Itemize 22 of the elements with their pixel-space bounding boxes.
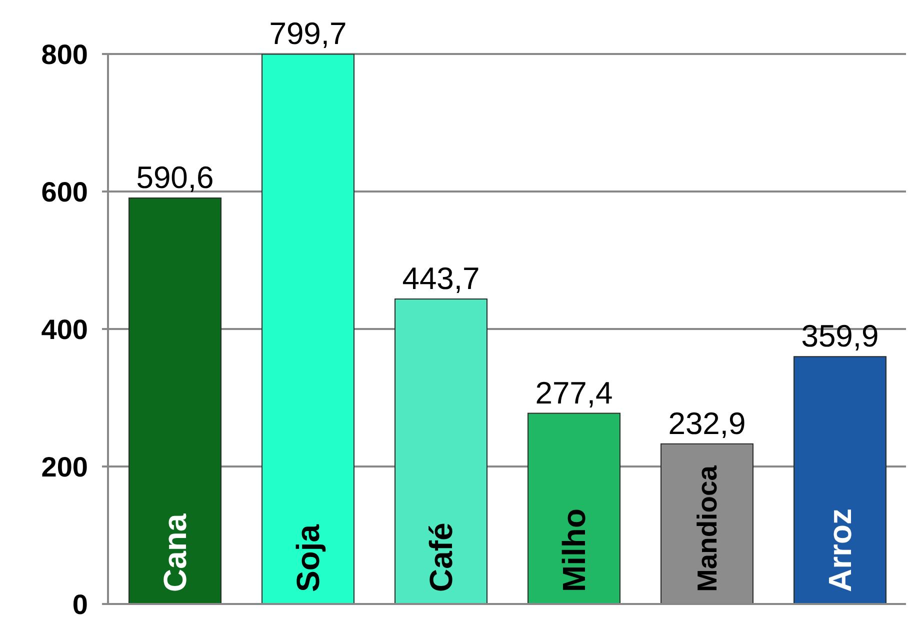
- bar: [262, 54, 354, 604]
- x-tick-label: Arroz: [822, 508, 858, 592]
- data-label: 443,7: [402, 260, 480, 296]
- y-tick-label: 600: [41, 176, 88, 208]
- bar: [794, 356, 886, 604]
- x-tick-label: Milho: [556, 508, 592, 592]
- y-tick-label: 200: [41, 451, 88, 482]
- bar: [128, 197, 222, 604]
- data-label: 277,4: [535, 375, 613, 410]
- y-tick-label: 400: [41, 314, 88, 345]
- y-tick-label: 800: [41, 38, 88, 70]
- x-tick-label: Café: [423, 522, 459, 592]
- bar: [394, 298, 488, 604]
- data-label: 232,9: [668, 406, 746, 441]
- data-label: 799,7: [269, 16, 347, 52]
- data-label: 590,6: [136, 160, 214, 195]
- bar: [528, 412, 620, 604]
- y-tick-label: 0: [72, 588, 88, 620]
- x-tick-label: Mandioca: [692, 464, 722, 592]
- x-tick-label: Cana: [157, 514, 193, 592]
- data-label: 359,9: [801, 318, 879, 354]
- x-tick-label: Soja: [290, 524, 326, 592]
